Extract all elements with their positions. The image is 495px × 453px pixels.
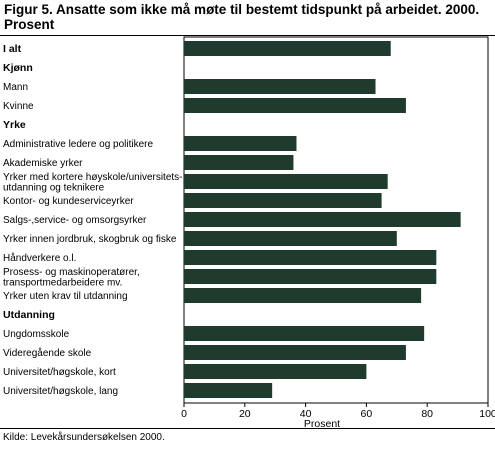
category-label-row-18: Universitet/høgskole, lang — [3, 386, 118, 397]
footer-divider — [0, 428, 495, 429]
bar-row-11 — [184, 250, 437, 265]
category-label-row-10: Yrker innen jordbruk, skogbruk og fiske — [3, 234, 177, 245]
source-note: Kilde: Levekårsundersøkelsen 2000. — [3, 432, 165, 443]
category-label-row-17: Universitet/høgskole, kort — [3, 367, 116, 378]
bar-row-10 — [184, 231, 397, 246]
category-label-row-16: Videregående skole — [3, 347, 92, 359]
bar-row-3 — [184, 98, 406, 113]
category-label-row-13: Yrker uten krav til utdanning — [3, 291, 128, 302]
category-label-row-6: Akademiske yrker — [3, 158, 83, 169]
group-label-row-4: Yrke — [3, 119, 26, 131]
x-tick-label-5: 100 — [479, 408, 495, 420]
group-label-row-1: Kjønn — [3, 62, 33, 74]
horizontal-bar-chart: I alt Kjønn Mann Kvinne Yrke Administrative l… — [3, 36, 495, 428]
bar-row-16 — [184, 345, 406, 360]
x-tick-label-4: 80 — [421, 408, 433, 420]
category-labels: I alt Kjønn Mann Kvinne Yrke Administrative l… — [3, 43, 183, 397]
bar-row-17 — [184, 364, 367, 379]
x-axis: 0 20 40 60 80 100 — [181, 403, 495, 420]
category-label-row-9: Salgs-,service- og omsorgsyrker — [3, 215, 147, 226]
category-label-row-2: Mann — [3, 82, 28, 93]
x-tick-label-3: 60 — [361, 408, 373, 420]
category-label-row-5: Administrative ledere og politikere — [3, 139, 154, 150]
bar-row-13 — [184, 288, 422, 303]
category-label-row-12: Prosess- og maskinoperatører, transportme… — [3, 267, 140, 289]
category-label-row-8: Kontor- og kundeserviceyrker — [3, 196, 134, 207]
bar-row-7 — [184, 174, 388, 189]
bar-row-15 — [184, 326, 425, 341]
group-label-row-0: I alt — [3, 43, 22, 55]
bar-row-9 — [184, 212, 461, 227]
bar-row-8 — [184, 193, 382, 208]
title-divider — [0, 35, 495, 36]
x-tick-label-1: 20 — [239, 408, 251, 420]
bar-row-12 — [184, 269, 437, 284]
bar-row-0 — [184, 41, 391, 56]
group-label-row-14: Utdanning — [3, 309, 55, 321]
category-label-row-11: Håndverkere o.l. — [3, 252, 76, 264]
bar-row-18 — [184, 383, 273, 398]
category-label-row-7: Yrker med kortere høyskole/universitets-… — [3, 172, 183, 194]
category-label-row-15: Ungdomsskole — [3, 329, 70, 340]
bar-row-5 — [184, 136, 297, 151]
x-tick-label-0: 0 — [181, 408, 187, 420]
bar-row-2 — [184, 79, 376, 94]
x-tick-label-2: 40 — [300, 408, 312, 420]
x-axis-title: Prosent — [304, 418, 340, 428]
category-label-row-3: Kvinne — [3, 101, 34, 112]
plot-area — [183, 36, 489, 404]
bar-row-6 — [184, 155, 294, 170]
page-title: Figur 5. Ansatte som ikke må møte til be… — [4, 2, 480, 32]
